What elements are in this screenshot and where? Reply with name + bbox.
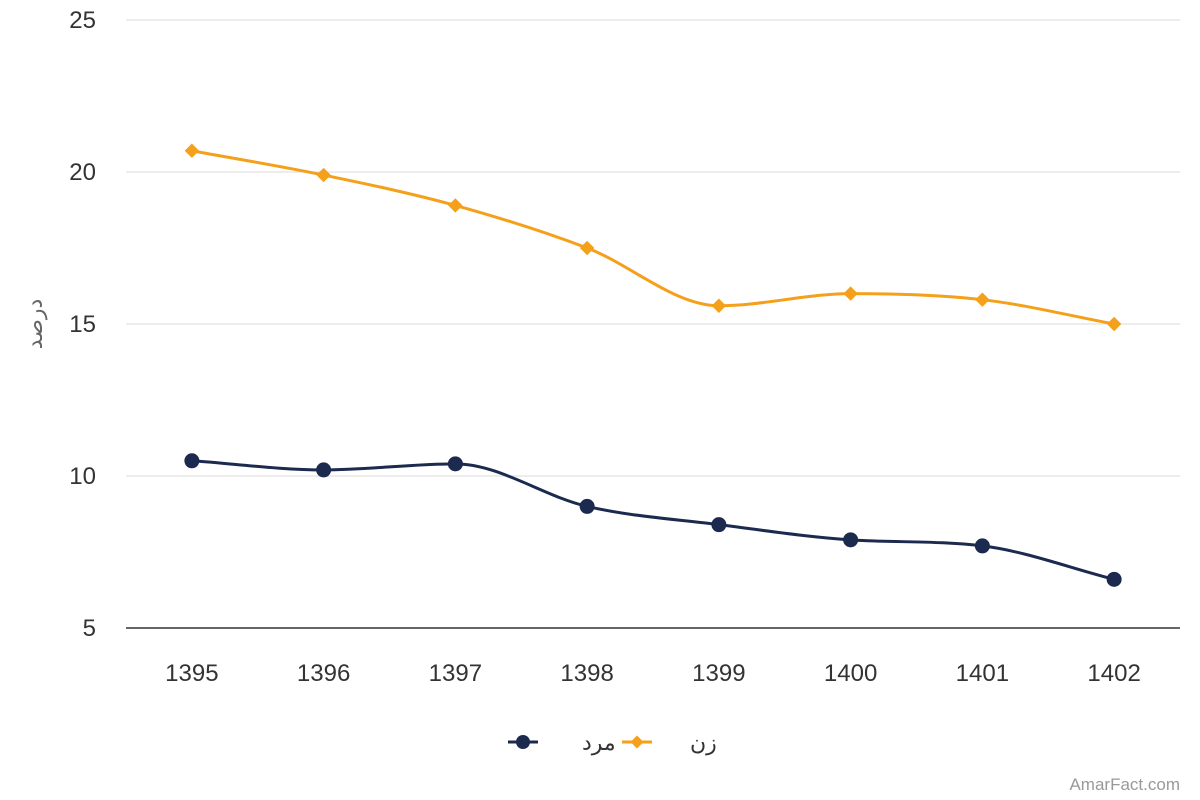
grid-lines: [126, 19, 1180, 477]
series-group: [184, 143, 1122, 587]
data-point[interactable]: [316, 462, 332, 478]
data-point[interactable]: [975, 292, 990, 307]
series-women: [184, 143, 1122, 332]
x-axis-tick-labels: 1395 1396 1397 1398 1399 1400 1401 1402: [165, 660, 1141, 687]
y-axis-tick-labels: 5 10 15 20 25: [69, 7, 96, 642]
x-tick-label: 1401: [956, 660, 1009, 687]
y-tick-label: 25: [69, 7, 96, 34]
data-point[interactable]: [1106, 316, 1122, 332]
data-point[interactable]: [711, 298, 727, 313]
legend-women-diamond-icon: [630, 735, 644, 749]
series-line: [191, 459, 1115, 581]
y-tick-label: 20: [69, 159, 96, 186]
data-point[interactable]: [579, 240, 595, 256]
legend-item-women[interactable]: زن: [622, 731, 717, 756]
x-tick-label: 1400: [824, 660, 877, 687]
data-point[interactable]: [447, 456, 463, 472]
data-point[interactable]: [579, 498, 595, 514]
legend-men-label: مرد: [582, 731, 616, 756]
y-axis-label: درصد: [23, 299, 48, 350]
series-line: [191, 149, 1115, 326]
data-point[interactable]: [1106, 571, 1122, 587]
data-point[interactable]: [843, 286, 858, 301]
legend[interactable]: مرد زن: [508, 731, 717, 756]
x-tick-label: 1397: [429, 660, 482, 687]
data-point[interactable]: [316, 167, 331, 183]
data-point[interactable]: [974, 538, 990, 554]
credit-link[interactable]: AmarFact.com: [1069, 775, 1180, 794]
legend-item-men[interactable]: مرد: [508, 731, 616, 756]
x-tick-label: 1399: [692, 660, 745, 687]
y-tick-label: 15: [69, 311, 96, 338]
y-tick-label: 5: [83, 615, 96, 642]
x-tick-label: 1396: [297, 660, 350, 687]
x-tick-label: 1402: [1087, 660, 1140, 687]
x-tick-label: 1398: [560, 660, 613, 687]
data-point[interactable]: [448, 198, 463, 213]
data-point[interactable]: [843, 532, 859, 548]
x-tick-label: 1395: [165, 660, 218, 687]
data-point[interactable]: [184, 453, 200, 469]
y-tick-label: 10: [69, 463, 96, 490]
legend-men-circle-icon: [516, 735, 530, 749]
data-point[interactable]: [184, 143, 200, 158]
series-men: [184, 453, 1122, 587]
legend-women-label: زن: [690, 731, 717, 756]
data-point[interactable]: [711, 517, 727, 533]
